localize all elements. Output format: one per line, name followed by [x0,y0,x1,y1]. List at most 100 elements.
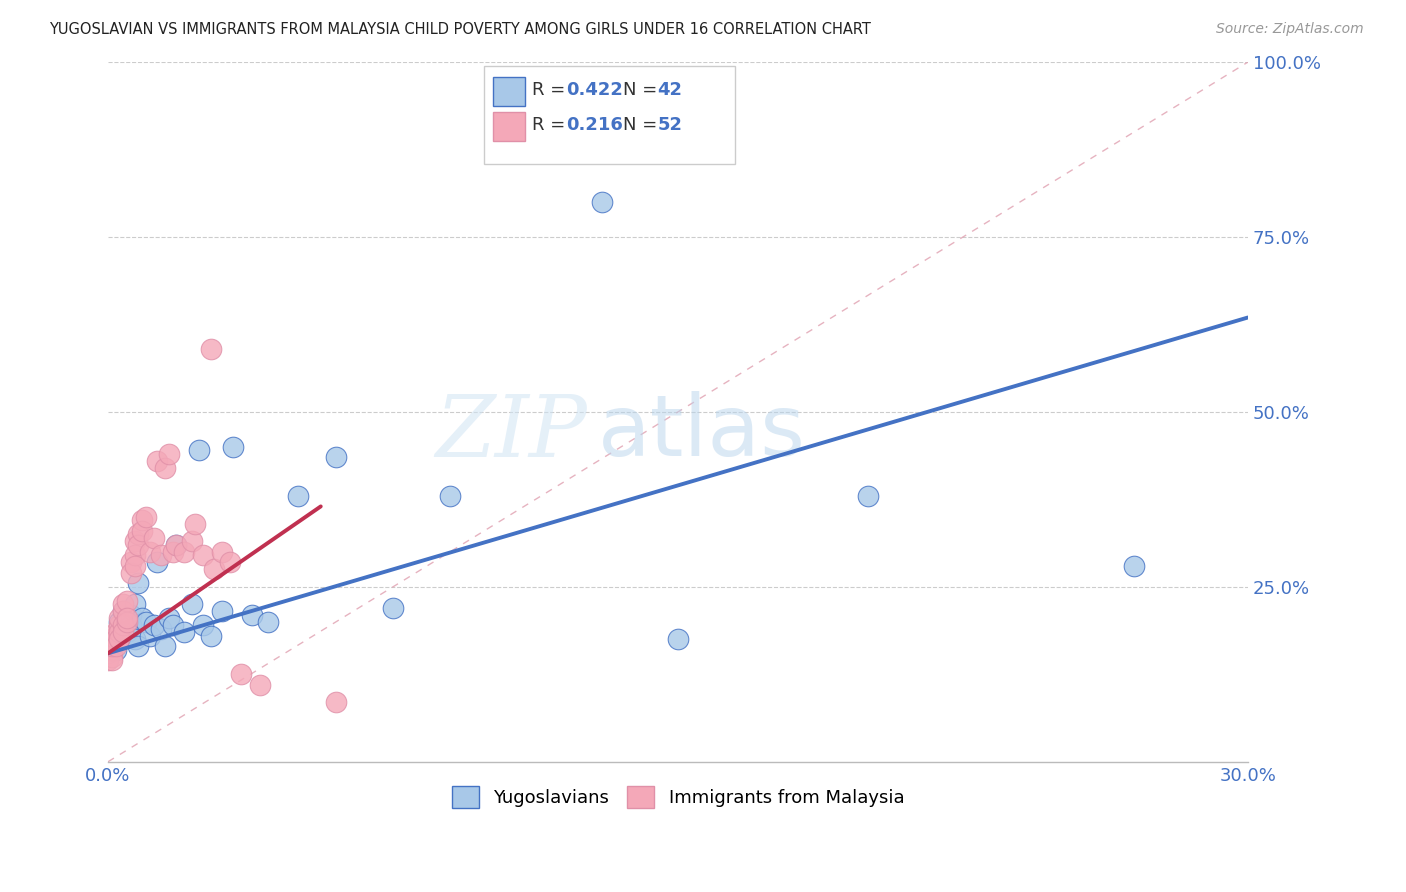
Bar [494,112,526,141]
Text: 0.422: 0.422 [567,81,623,99]
Point [139,545,162,559]
Point [108,615,131,629]
Point [200,342,222,356]
Point [146,454,169,468]
Point [112,622,135,636]
Point [115,615,138,629]
Point [108,632,131,647]
Point [101,640,124,654]
Point [112,604,135,618]
Point [104,636,127,650]
Point [124,549,146,563]
Text: Source: ZipAtlas.com: Source: ZipAtlas.com [1216,22,1364,37]
Point [240,607,263,622]
Point [1122,558,1144,573]
Point [131,524,153,538]
Point [124,598,146,612]
Point [218,555,240,569]
Point [180,534,202,549]
Point [150,622,173,636]
Point [184,516,207,531]
Text: 0.216: 0.216 [567,116,623,134]
Point [127,640,149,654]
Point [115,611,138,625]
Point [124,632,146,647]
Point [153,461,176,475]
Point [124,558,146,573]
Point [211,604,233,618]
Point [162,618,184,632]
FancyBboxPatch shape [484,66,735,163]
Point [381,600,404,615]
Point [666,632,689,647]
Point [188,443,211,458]
Point [101,640,124,654]
Point [142,618,165,632]
Point [97,653,120,667]
Point [104,625,127,640]
Text: N =: N = [623,81,664,99]
Point [165,538,187,552]
Point [146,555,169,569]
Legend: Yugoslavians, Immigrants from Malaysia: Yugoslavians, Immigrants from Malaysia [444,780,911,815]
Text: R =: R = [531,116,571,134]
Point [112,618,135,632]
Point [180,598,202,612]
Point [157,447,180,461]
Point [153,640,176,654]
Point [108,611,131,625]
Point [856,489,879,503]
Point [101,636,124,650]
Point [101,649,124,664]
Point [165,538,187,552]
Point [112,625,135,640]
Point [112,598,135,612]
Point [325,450,347,465]
Point [108,625,131,640]
Point [162,545,184,559]
Point [101,643,124,657]
Point [173,545,195,559]
Point [115,594,138,608]
Point [249,678,271,692]
Point [120,618,142,632]
Point [191,549,214,563]
Point [120,607,142,622]
Text: YUGOSLAVIAN VS IMMIGRANTS FROM MALAYSIA CHILD POVERTY AMONG GIRLS UNDER 16 CORRE: YUGOSLAVIAN VS IMMIGRANTS FROM MALAYSIA … [49,22,872,37]
Point [101,653,124,667]
Point [325,695,347,709]
Point [591,195,613,210]
Point [200,629,222,643]
Point [104,632,127,647]
Point [127,576,149,591]
Text: atlas: atlas [598,392,806,475]
Text: 42: 42 [658,81,682,99]
Text: 52: 52 [658,116,682,134]
Point [439,489,461,503]
Point [150,549,173,563]
Point [202,562,225,576]
Point [135,615,157,629]
Text: R =: R = [531,81,571,99]
Point [256,615,278,629]
Point [222,440,245,454]
Point [108,618,131,632]
Point [108,625,131,640]
Point [229,667,252,681]
Point [131,611,153,625]
Point [104,629,127,643]
Point [127,527,149,541]
Point [131,513,153,527]
Point [124,534,146,549]
Point [115,625,138,640]
Point [97,646,120,660]
Point [127,538,149,552]
Point [120,566,142,580]
Point [112,604,135,618]
Point [135,509,157,524]
Point [211,545,233,559]
Point [191,618,214,632]
Point [173,625,195,640]
Point [104,632,127,647]
Bar [494,77,526,106]
